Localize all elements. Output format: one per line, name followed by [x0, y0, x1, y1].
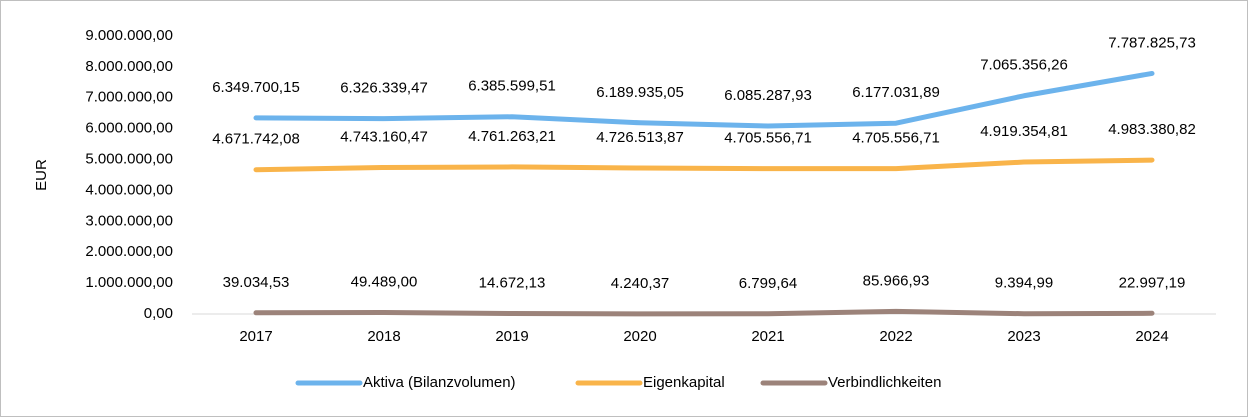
- x-tick-label: 2017: [239, 328, 272, 345]
- data-label: 4.743.160,47: [340, 128, 428, 145]
- data-label: 4.705.556,71: [852, 130, 940, 147]
- data-label: 4.919.354,81: [980, 123, 1068, 140]
- data-label: 4.983.380,82: [1108, 121, 1196, 138]
- x-tick-label: 2022: [879, 328, 912, 345]
- y-tick-label: 1.000.000,00: [85, 274, 173, 291]
- data-label: 49.489,00: [351, 273, 418, 290]
- data-label: 7.065.356,26: [980, 57, 1068, 74]
- y-tick-label: 0,00: [144, 305, 173, 322]
- legend-label: Eigenkapital: [643, 374, 725, 391]
- data-label: 4.705.556,71: [724, 130, 812, 147]
- data-label: 14.672,13: [479, 275, 546, 292]
- y-tick-label: 9.000.000,00: [85, 27, 173, 44]
- legend-label: Aktiva (Bilanzvolumen): [363, 374, 516, 391]
- data-line: [253, 157, 1155, 173]
- data-label: 9.394,99: [995, 275, 1053, 292]
- y-tick-label: 3.000.000,00: [85, 212, 173, 229]
- legend-label: Verbindlichkeiten: [828, 374, 941, 391]
- y-tick-label: 5.000.000,00: [85, 151, 173, 168]
- data-label: 6.085.287,93: [724, 87, 812, 104]
- data-label: 4.726.513,87: [596, 129, 684, 146]
- y-tick-label: 6.000.000,00: [85, 120, 173, 137]
- y-tick-label: 8.000.000,00: [85, 58, 173, 75]
- data-label: 4.671.742,08: [212, 131, 300, 148]
- data-label: 85.966,93: [863, 272, 930, 289]
- data-label: 6.349.700,15: [212, 79, 300, 96]
- x-tick-label: 2020: [623, 328, 656, 345]
- data-line: [253, 70, 1155, 129]
- x-tick-label: 2019: [495, 328, 528, 345]
- data-label: 4.761.263,21: [468, 128, 556, 145]
- data-line: [253, 308, 1155, 317]
- x-tick-label: 2018: [367, 328, 400, 345]
- y-tick-label: 4.000.000,00: [85, 181, 173, 198]
- data-label: 22.997,19: [1119, 274, 1186, 291]
- x-tick-label: 2024: [1135, 328, 1168, 345]
- data-label: 7.787.825,73: [1108, 34, 1196, 51]
- data-label: 6.189.935,05: [596, 84, 684, 101]
- data-label: 6.385.599,51: [468, 78, 556, 95]
- y-axis-label: EUR: [33, 159, 50, 191]
- data-label: 4.240,37: [611, 275, 669, 292]
- y-tick-label: 2.000.000,00: [85, 243, 173, 260]
- data-label: 6.177.031,89: [852, 84, 940, 101]
- y-tick-label: 7.000.000,00: [85, 89, 173, 106]
- x-tick-label: 2021: [751, 328, 784, 345]
- x-tick-label: 2023: [1007, 328, 1040, 345]
- data-label: 6.326.339,47: [340, 80, 428, 97]
- data-label: 39.034,53: [223, 274, 290, 291]
- data-label: 6.799,64: [739, 275, 797, 292]
